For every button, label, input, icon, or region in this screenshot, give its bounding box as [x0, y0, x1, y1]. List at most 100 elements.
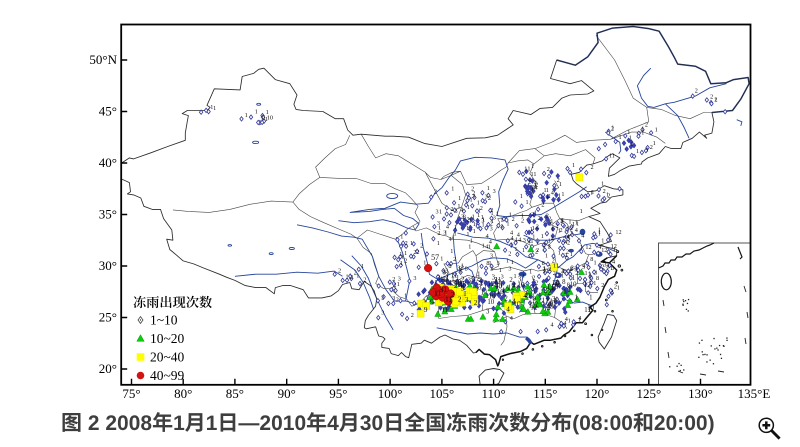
svg-text:1: 1 — [439, 208, 442, 215]
svg-text:2: 2 — [363, 276, 366, 283]
svg-text:4: 4 — [460, 207, 463, 214]
svg-text:12: 12 — [502, 287, 510, 295]
svg-text:2: 2 — [695, 87, 698, 94]
svg-text:1: 1 — [470, 196, 473, 203]
svg-text:1: 1 — [575, 219, 578, 226]
svg-text:1: 1 — [489, 260, 492, 267]
svg-text:2: 2 — [548, 290, 552, 297]
svg-text:2: 2 — [561, 267, 564, 274]
svg-text:2: 2 — [541, 202, 544, 209]
svg-text:11: 11 — [528, 300, 536, 309]
svg-text:2: 2 — [556, 223, 559, 230]
svg-text:2: 2 — [710, 94, 713, 101]
svg-text:1: 1 — [213, 105, 216, 112]
svg-text:1: 1 — [641, 125, 644, 132]
svg-text:3: 3 — [611, 265, 614, 272]
svg-text:1: 1 — [561, 217, 564, 224]
svg-text:1: 1 — [496, 210, 499, 217]
svg-text:2: 2 — [566, 249, 569, 256]
svg-text:2: 2 — [509, 277, 513, 284]
svg-text:1: 1 — [522, 272, 525, 279]
svg-text:3: 3 — [444, 279, 448, 287]
svg-text:2: 2 — [531, 211, 534, 218]
svg-text:1: 1 — [459, 268, 462, 275]
svg-text:2: 2 — [548, 193, 551, 200]
svg-text:1: 1 — [610, 265, 613, 272]
svg-text:1: 1 — [548, 237, 551, 244]
svg-text:11: 11 — [441, 305, 448, 314]
svg-text:2: 2 — [414, 249, 417, 256]
svg-text:1: 1 — [594, 259, 597, 266]
svg-text:1: 1 — [546, 283, 550, 291]
svg-text:1: 1 — [469, 217, 472, 224]
svg-text:43: 43 — [459, 280, 467, 289]
svg-text:4: 4 — [551, 322, 554, 329]
svg-text:2: 2 — [488, 195, 491, 202]
svg-text:3: 3 — [445, 273, 449, 280]
svg-text:3: 3 — [574, 266, 577, 273]
svg-text:2: 2 — [552, 258, 555, 265]
svg-text:8: 8 — [459, 265, 462, 272]
svg-text:100°: 100° — [378, 386, 403, 401]
svg-text:80°: 80° — [174, 386, 192, 401]
svg-text:2: 2 — [570, 266, 573, 273]
svg-text:4: 4 — [510, 229, 513, 236]
svg-text:3: 3 — [443, 270, 446, 277]
svg-text:3: 3 — [392, 295, 395, 302]
svg-text:43: 43 — [495, 280, 503, 289]
svg-text:2: 2 — [420, 242, 423, 249]
svg-text:2: 2 — [560, 227, 563, 234]
svg-text:4: 4 — [506, 305, 510, 313]
svg-text:40~99: 40~99 — [150, 368, 185, 383]
svg-text:1: 1 — [440, 277, 443, 284]
svg-text:1: 1 — [588, 271, 591, 278]
svg-text:1: 1 — [522, 247, 525, 254]
svg-text:90°: 90° — [278, 386, 296, 401]
svg-text:1: 1 — [472, 214, 475, 221]
svg-text:1: 1 — [572, 275, 575, 282]
svg-text:1: 1 — [481, 290, 484, 297]
svg-text:1: 1 — [598, 231, 601, 238]
svg-text:1: 1 — [558, 193, 561, 200]
svg-text:2: 2 — [454, 281, 458, 290]
svg-text:1: 1 — [617, 285, 620, 292]
svg-text:1: 1 — [580, 244, 583, 251]
svg-text:2: 2 — [535, 279, 538, 286]
svg-text:2: 2 — [467, 217, 470, 224]
svg-text:1: 1 — [515, 237, 518, 244]
svg-text:9: 9 — [424, 305, 428, 314]
svg-text:105°: 105° — [430, 386, 455, 401]
svg-text:2: 2 — [607, 192, 610, 199]
svg-text:1: 1 — [630, 141, 633, 148]
svg-text:1: 1 — [491, 218, 494, 225]
svg-text:3: 3 — [493, 215, 496, 222]
svg-text:3: 3 — [472, 193, 475, 200]
svg-text:1: 1 — [500, 223, 503, 230]
svg-text:10: 10 — [570, 282, 577, 289]
svg-text:11: 11 — [543, 268, 549, 275]
svg-text:4: 4 — [563, 234, 566, 241]
svg-text:3: 3 — [588, 271, 591, 278]
svg-text:1: 1 — [641, 130, 644, 137]
svg-text:1: 1 — [482, 243, 485, 250]
svg-text:1: 1 — [606, 192, 609, 199]
svg-text:1: 1 — [611, 124, 614, 131]
svg-text:11: 11 — [542, 296, 549, 305]
svg-text:1: 1 — [466, 231, 469, 238]
svg-text:3: 3 — [481, 217, 484, 224]
svg-text:1: 1 — [488, 243, 491, 250]
svg-text:4: 4 — [512, 280, 516, 289]
svg-text:1: 1 — [534, 209, 537, 216]
svg-text:10: 10 — [552, 278, 560, 287]
svg-text:11: 11 — [495, 277, 502, 284]
svg-text:2: 2 — [508, 251, 511, 258]
svg-text:1: 1 — [560, 218, 563, 225]
svg-text:4: 4 — [534, 179, 537, 186]
svg-text:2: 2 — [571, 265, 574, 272]
svg-text:2: 2 — [575, 270, 578, 277]
svg-text:1: 1 — [423, 260, 426, 267]
svg-text:1: 1 — [561, 273, 564, 280]
svg-text:1: 1 — [444, 230, 447, 237]
svg-text:2: 2 — [614, 283, 617, 290]
svg-text:2: 2 — [536, 247, 539, 254]
